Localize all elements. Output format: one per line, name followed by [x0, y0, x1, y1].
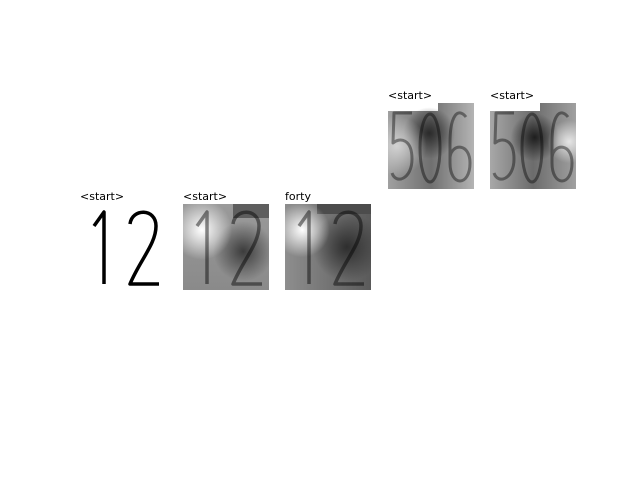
attention-map-506-2	[490, 103, 576, 189]
panel-label: <start>	[80, 190, 125, 203]
panel-label: <start>	[183, 190, 228, 203]
panel-label: <start>	[388, 89, 433, 102]
attention-map-12-2	[285, 204, 371, 290]
panel-label: forty	[285, 190, 311, 203]
digit-image-12-plain	[80, 204, 166, 290]
attention-map-506-1	[388, 103, 474, 189]
attention-map-12-1	[183, 204, 269, 290]
panel-label: <start>	[490, 89, 535, 102]
